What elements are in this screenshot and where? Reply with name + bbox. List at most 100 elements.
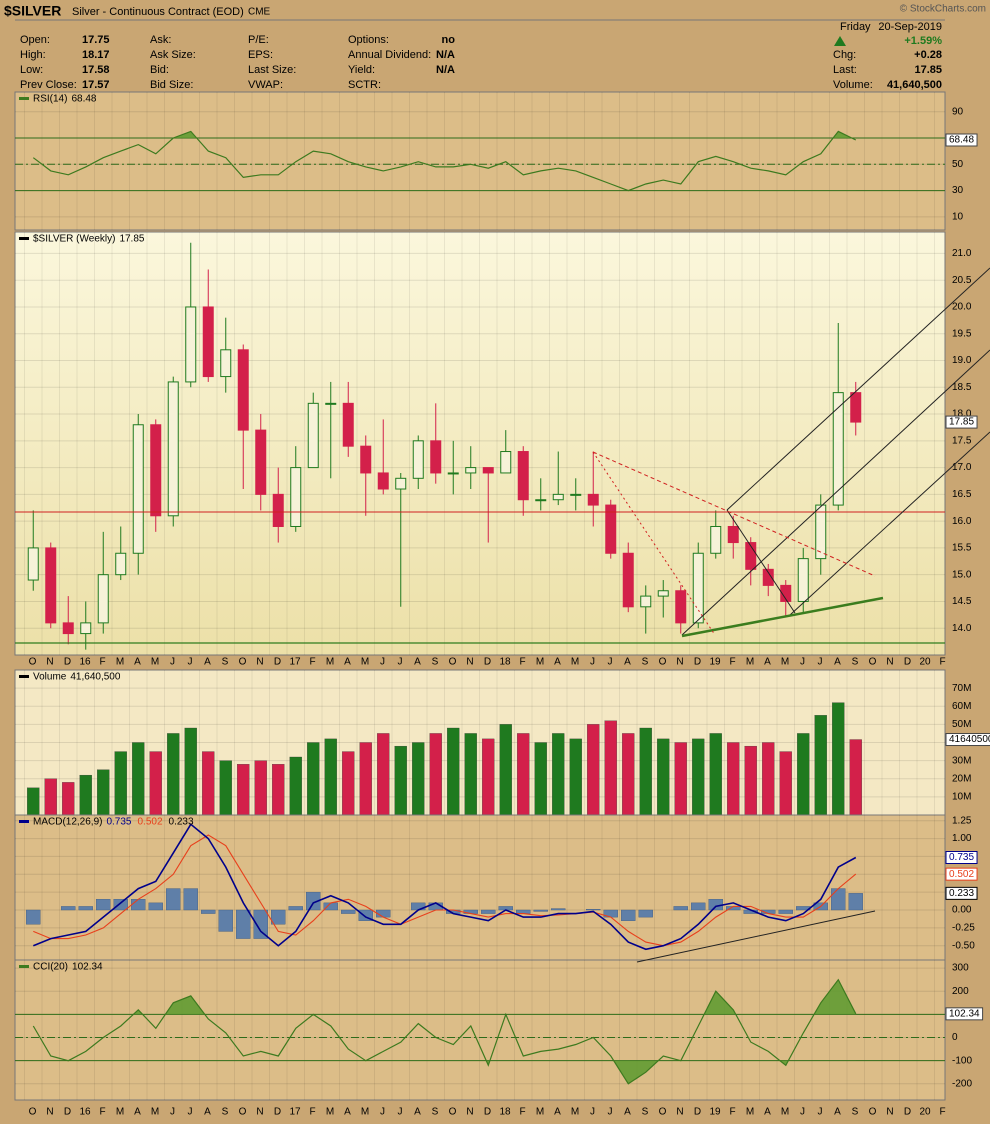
- volume-bar: [97, 769, 110, 816]
- x-tick-label: J: [800, 1107, 805, 1118]
- volume-bar: [534, 742, 547, 816]
- volume-bar: [587, 724, 600, 816]
- candle-body: [132, 424, 144, 554]
- description: Silver - Continuous Contract (EOD): [72, 6, 244, 18]
- volume-bar: [622, 733, 635, 816]
- panel-title-value: 68.48: [71, 94, 96, 105]
- y-tick-label: -200: [952, 1078, 972, 1089]
- x-tick-label: A: [134, 657, 141, 668]
- x-tick-label: D: [274, 1107, 281, 1118]
- line: [33, 834, 857, 947]
- quote-label: VWAP:: [248, 79, 283, 91]
- x-tick-label: J: [398, 657, 403, 668]
- volume-bar: [359, 742, 372, 816]
- x-tick-label: O: [239, 1107, 247, 1118]
- quote-label: Ask Size:: [150, 49, 196, 61]
- x-tick-label: S: [852, 1107, 859, 1118]
- quote-label: EPS:: [248, 49, 273, 61]
- x-tick-label: M: [781, 657, 789, 668]
- x-tick-label: F: [939, 1107, 945, 1118]
- candle-body: [27, 547, 39, 581]
- y-tick-label: 18.0: [952, 409, 972, 420]
- histogram-bar: [253, 909, 268, 939]
- candle-body: [307, 402, 319, 469]
- candle-body: [325, 402, 337, 405]
- x-tick-label: J: [800, 657, 805, 668]
- x-tick-label: 20: [919, 1107, 931, 1118]
- x-tick-label: M: [746, 657, 754, 668]
- panel: [14, 669, 946, 816]
- x-tick-label: A: [204, 1107, 211, 1118]
- panel-title-value: 17.85: [119, 234, 144, 245]
- candle-body: [605, 504, 617, 554]
- line: [32, 130, 857, 192]
- quote-label: Options:: [348, 34, 389, 46]
- trend-line: [726, 509, 796, 614]
- last-value: 0.502: [949, 869, 974, 880]
- candle-body: [272, 493, 284, 527]
- legend-swatch: [19, 675, 29, 678]
- quote-value: 17.58: [82, 64, 110, 76]
- volume-bar: [219, 760, 232, 816]
- candle-body: [62, 622, 74, 635]
- quote-value: 17.57: [82, 79, 110, 91]
- x-tick-label: D: [64, 1107, 71, 1118]
- histogram-bar: [148, 902, 163, 911]
- volume-bar: [167, 733, 180, 816]
- volume-bar: [272, 764, 285, 816]
- x-tick-label: M: [571, 657, 579, 668]
- volume-bar: [797, 733, 810, 816]
- x-tick-label: 17: [289, 657, 301, 668]
- histogram-bar: [638, 909, 653, 918]
- x-tick-label: F: [729, 657, 735, 668]
- x-tick-label: 16: [79, 657, 91, 668]
- panel-title-value: 41,640,500: [70, 672, 120, 683]
- x-tick-label: J: [608, 657, 613, 668]
- quote-label: SCTR:: [348, 79, 381, 91]
- x-tick-label: S: [432, 657, 439, 668]
- last-value: 41640500: [949, 734, 990, 745]
- histogram-bar: [831, 888, 846, 911]
- x-tick-label: D: [484, 657, 491, 668]
- date: 20-Sep-2019: [878, 21, 942, 33]
- volume-bar: [237, 764, 250, 816]
- x-tick-label: A: [554, 657, 561, 668]
- legend-swatch: [19, 820, 29, 823]
- volume-bar: [27, 787, 40, 816]
- x-tick-label: M: [116, 657, 124, 668]
- volume-bar: [307, 742, 320, 816]
- y-tick-label: 15.5: [952, 543, 972, 554]
- volume-bar: [779, 751, 792, 816]
- candle-body: [45, 547, 57, 624]
- annotations: [15, 511, 945, 644]
- x-tick-label: O: [449, 657, 457, 668]
- histogram-bar: [551, 908, 566, 911]
- x-tick-label: A: [204, 657, 211, 668]
- x-tick-label: F: [309, 1107, 315, 1118]
- quote-label: Low:: [20, 64, 43, 76]
- quote-value: 18.17: [82, 49, 110, 61]
- volume-bar: [324, 738, 337, 816]
- volume-bar: [149, 751, 162, 816]
- quote-label: Bid Size:: [150, 79, 193, 91]
- x-tick-label: A: [624, 1107, 631, 1118]
- quote-value: no: [442, 34, 456, 46]
- volume-bar: [184, 727, 197, 816]
- line: [32, 823, 857, 951]
- volume-bar: [832, 702, 845, 816]
- y-tick-label: 16.5: [952, 489, 972, 500]
- quote-value: N/A: [436, 64, 455, 76]
- volume-bar: [114, 751, 127, 816]
- quote-label: High:: [20, 49, 46, 61]
- volume-bar: [814, 715, 827, 816]
- candle-body: [220, 349, 232, 378]
- y-tick-label: 20M: [952, 773, 971, 784]
- x-tick-label: A: [764, 657, 771, 668]
- x-tick-label: M: [536, 657, 544, 668]
- panel: [14, 231, 946, 656]
- x-tick-label: F: [309, 657, 315, 668]
- x-tick-label: J: [398, 1107, 403, 1118]
- x-tick-label: D: [694, 1107, 701, 1118]
- x-tick-label: M: [326, 657, 334, 668]
- x-tick-label: O: [869, 657, 877, 668]
